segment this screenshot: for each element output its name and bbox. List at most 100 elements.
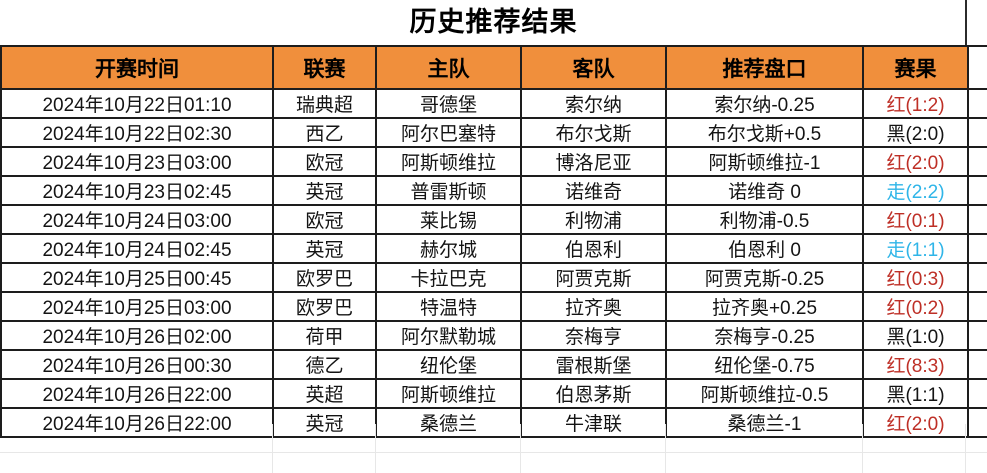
cell-home-team[interactable]: 桑德兰	[375, 407, 522, 438]
table-row: 2024年10月26日22:00 英冠 桑德兰 牛津联 桑德兰-1 红(2:0)	[0, 407, 987, 438]
cell-result[interactable]: 走(1:1)	[862, 233, 969, 264]
cell-empty[interactable]	[967, 88, 987, 119]
cell-kickoff-time[interactable]: 2024年10月24日03:00	[0, 204, 274, 235]
column-header-4[interactable]: 推荐盘口	[665, 45, 864, 90]
cell-home-team[interactable]: 阿斯顿维拉	[375, 146, 522, 177]
cell-recommended-handicap[interactable]: 布尔戈斯+0.5	[665, 117, 864, 148]
cell-away-team[interactable]: 阿贾克斯	[520, 262, 667, 293]
cell-home-team[interactable]: 纽伦堡	[375, 349, 522, 380]
faint-gridline	[965, 424, 966, 473]
cell-empty[interactable]	[967, 117, 987, 148]
column-header-3[interactable]: 客队	[520, 45, 667, 90]
cell-away-team[interactable]: 伯恩茅斯	[520, 378, 667, 409]
table-row: 2024年10月26日22:00 英超 阿斯顿维拉 伯恩茅斯 阿斯顿维拉-0.5…	[0, 378, 987, 409]
table-row: 2024年10月26日02:00 荷甲 阿尔默勒城 奈梅亨 奈梅亨-0.25 黑…	[0, 320, 987, 351]
cell-league[interactable]: 欧冠	[272, 204, 377, 235]
column-header-5[interactable]: 赛果	[862, 45, 969, 90]
cell-empty[interactable]	[967, 146, 987, 177]
cell-recommended-handicap[interactable]: 阿贾克斯-0.25	[665, 262, 864, 293]
cell-home-team[interactable]: 卡拉巴克	[375, 262, 522, 293]
cell-kickoff-time[interactable]: 2024年10月25日03:00	[0, 291, 274, 322]
cell-away-team[interactable]: 牛津联	[520, 407, 667, 438]
cell-kickoff-time[interactable]: 2024年10月23日03:00	[0, 146, 274, 177]
cell-result[interactable]: 黑(1:1)	[862, 378, 969, 409]
column-header-1[interactable]: 联赛	[272, 45, 377, 90]
cell-result[interactable]: 红(2:0)	[862, 407, 969, 438]
cell-kickoff-time[interactable]: 2024年10月26日22:00	[0, 378, 274, 409]
cell-away-team[interactable]: 博洛尼亚	[520, 146, 667, 177]
cell-result[interactable]: 黑(2:0)	[862, 117, 969, 148]
cell-result[interactable]: 红(0:1)	[862, 204, 969, 235]
cell-league[interactable]: 英冠	[272, 233, 377, 264]
cell-result[interactable]: 红(0:2)	[862, 291, 969, 322]
cell-home-team[interactable]: 特温特	[375, 291, 522, 322]
cell-kickoff-time[interactable]: 2024年10月22日01:10	[0, 88, 274, 119]
cell-recommended-handicap[interactable]: 伯恩利 0	[665, 233, 864, 264]
cell-kickoff-time[interactable]: 2024年10月26日02:00	[0, 320, 274, 351]
cell-recommended-handicap[interactable]: 纽伦堡-0.75	[665, 349, 864, 380]
cell-empty[interactable]	[967, 349, 987, 380]
cell-kickoff-time[interactable]: 2024年10月24日02:45	[0, 233, 274, 264]
cell-away-team[interactable]: 拉齐奥	[520, 291, 667, 322]
cell-result[interactable]: 黑(1:0)	[862, 320, 969, 351]
cell-empty[interactable]	[967, 175, 987, 206]
cell-result[interactable]: 红(2:0)	[862, 146, 969, 177]
cell-result[interactable]: 走(2:2)	[862, 175, 969, 206]
cell-kickoff-time[interactable]: 2024年10月23日02:45	[0, 175, 274, 206]
cell-empty[interactable]	[967, 291, 987, 322]
cell-away-team[interactable]: 布尔戈斯	[520, 117, 667, 148]
cell-league[interactable]: 英超	[272, 378, 377, 409]
cell-home-team[interactable]: 阿尔默勒城	[375, 320, 522, 351]
cell-result[interactable]: 红(1:2)	[862, 88, 969, 119]
cell-league[interactable]: 欧罗巴	[272, 291, 377, 322]
column-header-2[interactable]: 主队	[375, 45, 522, 90]
faint-gridline	[272, 424, 273, 473]
cell-home-team[interactable]: 赫尔城	[375, 233, 522, 264]
faint-gridline	[862, 424, 863, 473]
cell-recommended-handicap[interactable]: 阿斯顿维拉-0.5	[665, 378, 864, 409]
cell-kickoff-time[interactable]: 2024年10月26日22:00	[0, 407, 274, 438]
cell-league[interactable]: 荷甲	[272, 320, 377, 351]
cell-recommended-handicap[interactable]: 索尔纳-0.25	[665, 88, 864, 119]
column-header-0[interactable]: 开赛时间	[0, 45, 274, 90]
cell-home-team[interactable]: 莱比锡	[375, 204, 522, 235]
cell-recommended-handicap[interactable]: 奈梅亨-0.25	[665, 320, 864, 351]
cell-home-team[interactable]: 阿斯顿维拉	[375, 378, 522, 409]
table-row: 2024年10月25日03:00 欧罗巴 特温特 拉齐奥 拉齐奥+0.25 红(…	[0, 291, 987, 322]
cell-recommended-handicap[interactable]: 诺维奇 0	[665, 175, 864, 206]
cell-recommended-handicap[interactable]: 拉齐奥+0.25	[665, 291, 864, 322]
cell-kickoff-time[interactable]: 2024年10月22日02:30	[0, 117, 274, 148]
gridline-vertical	[965, 0, 967, 45]
cell-result[interactable]: 红(0:3)	[862, 262, 969, 293]
cell-kickoff-time[interactable]: 2024年10月25日00:45	[0, 262, 274, 293]
cell-league[interactable]: 英冠	[272, 175, 377, 206]
cell-home-team[interactable]: 阿尔巴塞特	[375, 117, 522, 148]
cell-away-team[interactable]: 伯恩利	[520, 233, 667, 264]
cell-league[interactable]: 西乙	[272, 117, 377, 148]
cell-empty[interactable]	[967, 320, 987, 351]
cell-recommended-handicap[interactable]: 利物浦-0.5	[665, 204, 864, 235]
cell-away-team[interactable]: 奈梅亨	[520, 320, 667, 351]
cell-kickoff-time[interactable]: 2024年10月26日00:30	[0, 349, 274, 380]
cell-empty[interactable]	[967, 262, 987, 293]
cell-home-team[interactable]: 普雷斯顿	[375, 175, 522, 206]
cell-recommended-handicap[interactable]: 阿斯顿维拉-1	[665, 146, 864, 177]
cell-league[interactable]: 欧冠	[272, 146, 377, 177]
cell-away-team[interactable]: 诺维奇	[520, 175, 667, 206]
cell-result[interactable]: 红(8:3)	[862, 349, 969, 380]
cell-empty[interactable]	[967, 233, 987, 264]
cell-away-team[interactable]: 索尔纳	[520, 88, 667, 119]
cell-away-team[interactable]: 利物浦	[520, 204, 667, 235]
cell-home-team[interactable]: 哥德堡	[375, 88, 522, 119]
cell-league[interactable]: 德乙	[272, 349, 377, 380]
cell-empty[interactable]	[967, 407, 987, 438]
cell-away-team[interactable]: 雷根斯堡	[520, 349, 667, 380]
cell-empty[interactable]	[967, 378, 987, 409]
cell-league[interactable]: 英冠	[272, 407, 377, 438]
cell-recommended-handicap[interactable]: 桑德兰-1	[665, 407, 864, 438]
cell-empty[interactable]	[967, 204, 987, 235]
cell-league[interactable]: 瑞典超	[272, 88, 377, 119]
empty-column-header	[967, 45, 987, 90]
cell-league[interactable]: 欧罗巴	[272, 262, 377, 293]
